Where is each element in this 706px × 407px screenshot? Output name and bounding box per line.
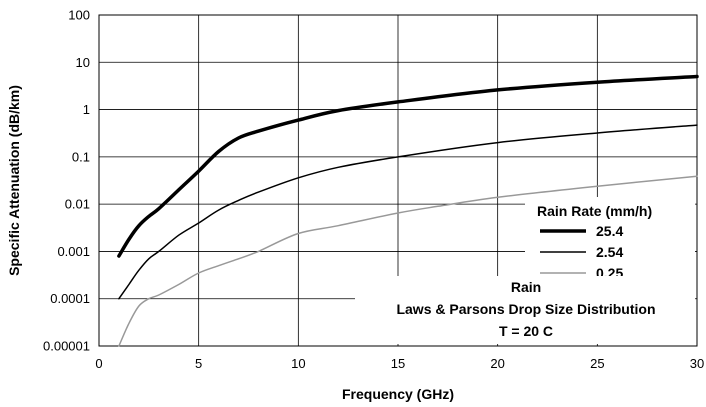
series-lines (117, 74, 699, 347)
series-line-0-25 (118, 175, 698, 347)
y-tick-label: 0.0001 (50, 291, 90, 306)
y-tick-labels: 0.00001 0.0001 0.001 0.01 0.1 1 10 100 (43, 8, 90, 354)
legend-label: 2.54 (596, 244, 623, 260)
x-tick-labels: 0 5 10 15 20 25 30 (95, 356, 704, 371)
y-tick-label: 0.01 (65, 197, 90, 212)
y-tick-label: 10 (76, 55, 90, 70)
legend-label: 25.4 (596, 223, 623, 239)
annotation-distribution: Laws & Parsons Drop Size Distribution (396, 301, 655, 317)
y-tick-label: 0.001 (57, 244, 90, 259)
annotation-background (355, 276, 695, 344)
x-tick-label: 10 (291, 356, 305, 371)
y-tick-label: 0.1 (72, 149, 90, 164)
y-tick-label: 100 (68, 8, 90, 23)
x-tick-label: 25 (590, 356, 604, 371)
legend-items: 25.42.540.25 (540, 223, 623, 281)
legend: Rain Rate (mm/h) 25.42.540.25 (525, 197, 695, 281)
series-line-2-54 (118, 124, 698, 300)
plot-frame (98, 14, 698, 347)
y-tick-label: 1 (83, 102, 90, 117)
legend-background (525, 197, 695, 275)
x-tick-label: 0 (95, 356, 102, 371)
annotation-temperature: T = 20 C (499, 323, 553, 339)
series-line-25-4 (117, 74, 699, 258)
annotation-box: Rain Laws & Parsons Drop Size Distributi… (355, 276, 695, 344)
x-tick-label: 30 (690, 356, 704, 371)
x-tick-label: 5 (195, 356, 202, 371)
y-tick-label: 0.00001 (43, 339, 90, 354)
annotation-rain: Rain (511, 279, 541, 295)
x-tick-label: 20 (490, 356, 504, 371)
legend-title: Rain Rate (mm/h) (537, 203, 652, 219)
y-axis-label: Specific Attenuation (dB/km) (6, 85, 22, 276)
x-axis-label: Frequency (GHz) (342, 386, 454, 402)
x-tick-label: 15 (391, 356, 405, 371)
